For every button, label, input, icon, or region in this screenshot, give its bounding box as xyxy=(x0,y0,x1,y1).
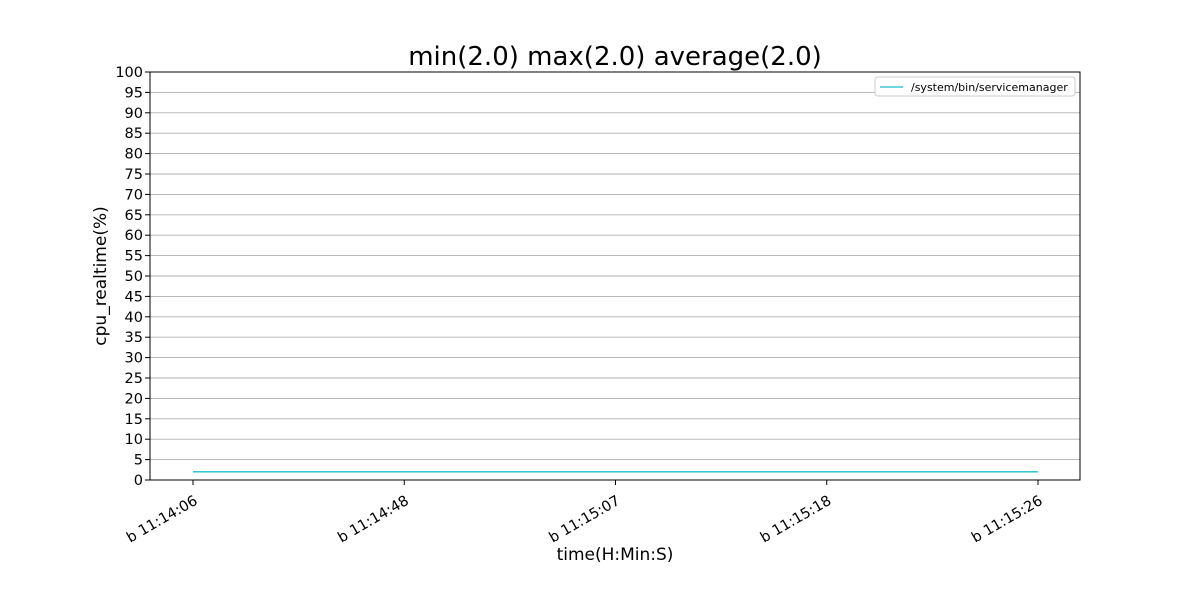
y-tick-label: 55 xyxy=(125,249,143,265)
y-tick-label: 100 xyxy=(115,65,143,81)
legend-label: /system/bin/servicemanager xyxy=(911,81,1068,94)
x-axis-label: time(H:Min:S) xyxy=(557,545,674,565)
y-tick-label: 65 xyxy=(125,208,143,224)
y-tick-label: 60 xyxy=(125,228,143,244)
y-tick-label: 90 xyxy=(125,106,143,122)
y-axis: 0 5 10 15 20 25 30 35 40 45 50 55 60 65 70 75 80 85 90 95 10… xyxy=(115,65,150,489)
legend-box xyxy=(874,76,1076,97)
y-tick-label: 70 xyxy=(125,187,143,203)
y-tick-label: 75 xyxy=(125,167,143,183)
y-tick-label: 20 xyxy=(125,391,143,407)
y-tick-label: 25 xyxy=(125,371,143,387)
y-tick-label: 40 xyxy=(125,310,143,326)
y-tick-label: 15 xyxy=(125,412,143,428)
y-tick-label: 45 xyxy=(125,289,143,305)
y-tick-label: 50 xyxy=(125,269,143,285)
y-tick-label: 0 xyxy=(134,473,143,489)
y-tick-label: 10 xyxy=(125,432,143,448)
legend: /system/bin/servicemanager xyxy=(874,76,1076,97)
y-axis-label: cpu_realtime(%) xyxy=(91,206,111,345)
y-tick-label: 5 xyxy=(134,453,143,469)
chart-title: min(2.0) max(2.0) average(2.0) xyxy=(408,42,822,72)
y-tick-label: 95 xyxy=(125,85,143,101)
y-tick-label: 30 xyxy=(125,351,143,367)
y-tick-label: 35 xyxy=(125,330,143,346)
y-tick-label: 85 xyxy=(125,126,143,142)
y-tick-label: 80 xyxy=(125,147,143,163)
